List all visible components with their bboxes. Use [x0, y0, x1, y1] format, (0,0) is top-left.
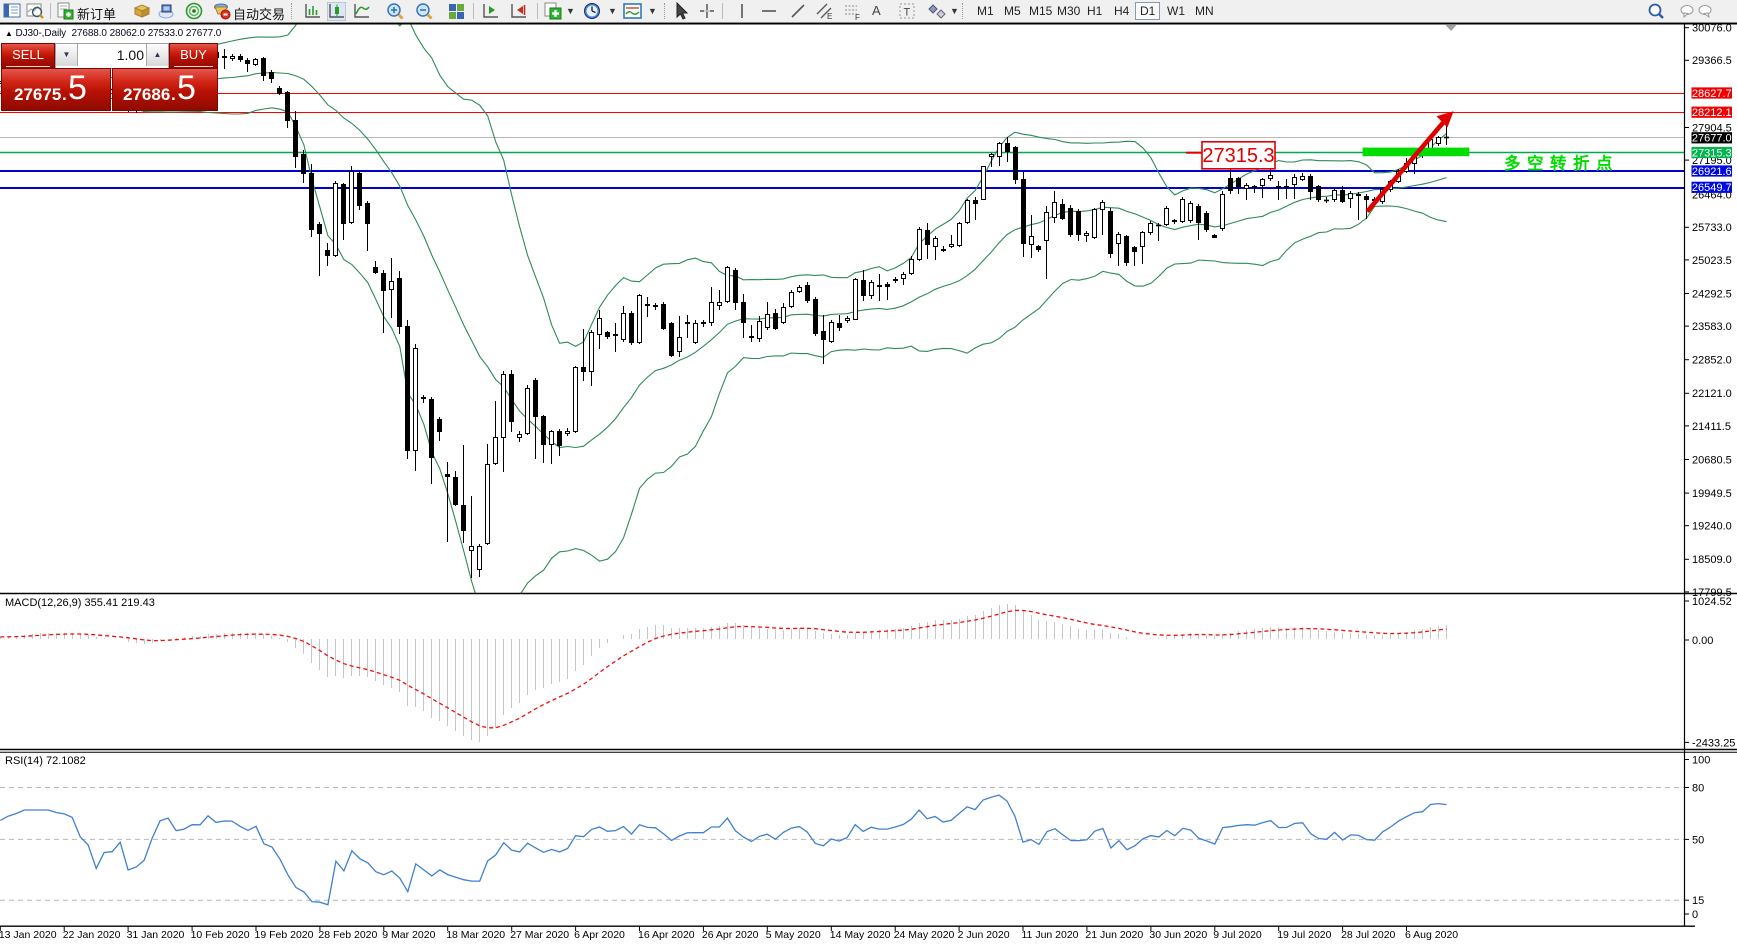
svg-text:9 Mar 2020: 9 Mar 2020	[382, 929, 435, 941]
svg-text:27315.3: 27315.3	[1692, 147, 1732, 159]
svg-text:28212.1: 28212.1	[1692, 107, 1732, 119]
svg-text:25023.5: 25023.5	[1692, 255, 1732, 267]
svg-text:27677.0: 27677.0	[1692, 133, 1732, 145]
svg-text:RSI(14) 72.1082: RSI(14) 72.1082	[5, 755, 86, 767]
svg-text:27 Mar 2020: 27 Mar 2020	[510, 929, 569, 941]
svg-text:28627.7: 28627.7	[1692, 88, 1732, 100]
svg-text:21411.5: 21411.5	[1692, 421, 1731, 433]
svg-text:13 Jan 2020: 13 Jan 2020	[0, 929, 57, 941]
svg-text:11 Jun 2020: 11 Jun 2020	[1022, 929, 1079, 941]
svg-text:24292.5: 24292.5	[1692, 288, 1732, 300]
svg-text:80: 80	[1692, 782, 1704, 794]
svg-text:30076.0: 30076.0	[1692, 23, 1732, 35]
svg-text:25733.0: 25733.0	[1692, 222, 1732, 234]
svg-text:9 Jul 2020: 9 Jul 2020	[1213, 929, 1262, 941]
svg-text:21 Jun 2020: 21 Jun 2020	[1085, 929, 1143, 941]
svg-text:6 Aug 2020: 6 Aug 2020	[1405, 929, 1458, 941]
svg-text:19949.5: 19949.5	[1692, 488, 1732, 500]
svg-text:22121.0: 22121.0	[1692, 388, 1732, 400]
svg-text:E: E	[827, 12, 832, 21]
svg-text:18509.0: 18509.0	[1692, 554, 1732, 566]
svg-text:27904.5: 27904.5	[1692, 122, 1732, 134]
svg-text:26549.7: 26549.7	[1692, 182, 1732, 194]
svg-text:F: F	[855, 13, 860, 21]
svg-text:26921.6: 26921.6	[1692, 166, 1732, 178]
svg-text:14 May 2020: 14 May 2020	[830, 929, 891, 941]
svg-text:0: 0	[1692, 909, 1698, 921]
svg-text:50: 50	[1692, 834, 1704, 846]
svg-text:29366.5: 29366.5	[1692, 55, 1732, 67]
svg-text:MACD(12,26,9) 355.41 219.43: MACD(12,26,9) 355.41 219.43	[5, 597, 155, 609]
svg-text:19240.0: 19240.0	[1692, 521, 1732, 533]
svg-text:28 Feb 2020: 28 Feb 2020	[318, 929, 377, 941]
svg-text:19 Feb 2020: 19 Feb 2020	[255, 929, 314, 941]
svg-text:24 May 2020: 24 May 2020	[894, 929, 955, 941]
svg-text:19 Jul 2020: 19 Jul 2020	[1277, 929, 1331, 941]
svg-text:6 Apr 2020: 6 Apr 2020	[574, 929, 625, 941]
svg-text:100: 100	[1692, 754, 1710, 766]
svg-text:16 Apr 2020: 16 Apr 2020	[638, 929, 695, 941]
svg-text:T: T	[904, 7, 911, 19]
svg-text:26 Apr 2020: 26 Apr 2020	[702, 929, 759, 941]
svg-text:17799.5: 17799.5	[1692, 587, 1732, 599]
svg-text:22 Jan 2020: 22 Jan 2020	[63, 929, 121, 941]
svg-text:15: 15	[1692, 895, 1704, 907]
svg-text:20680.5: 20680.5	[1692, 454, 1732, 466]
svg-text:18 Mar 2020: 18 Mar 2020	[446, 929, 505, 941]
svg-text:30 Jun 2020: 30 Jun 2020	[1149, 929, 1207, 941]
svg-text:-2433.25: -2433.25	[1692, 737, 1735, 749]
svg-text:5 May 2020: 5 May 2020	[766, 929, 821, 941]
svg-text:10 Feb 2020: 10 Feb 2020	[191, 929, 250, 941]
svg-text:22852.0: 22852.0	[1692, 355, 1732, 367]
svg-text:27315.3: 27315.3	[1202, 145, 1274, 167]
svg-text:1024.52: 1024.52	[1692, 596, 1732, 608]
svg-text:31 Jan 2020: 31 Jan 2020	[127, 929, 185, 941]
svg-text:0.00: 0.00	[1692, 635, 1713, 647]
svg-text:2 Jun 2020: 2 Jun 2020	[958, 929, 1010, 941]
svg-text:多空转折点: 多空转折点	[1504, 153, 1619, 173]
svg-text:28 Jul 2020: 28 Jul 2020	[1341, 929, 1395, 941]
svg-text:23583.0: 23583.0	[1692, 321, 1732, 333]
